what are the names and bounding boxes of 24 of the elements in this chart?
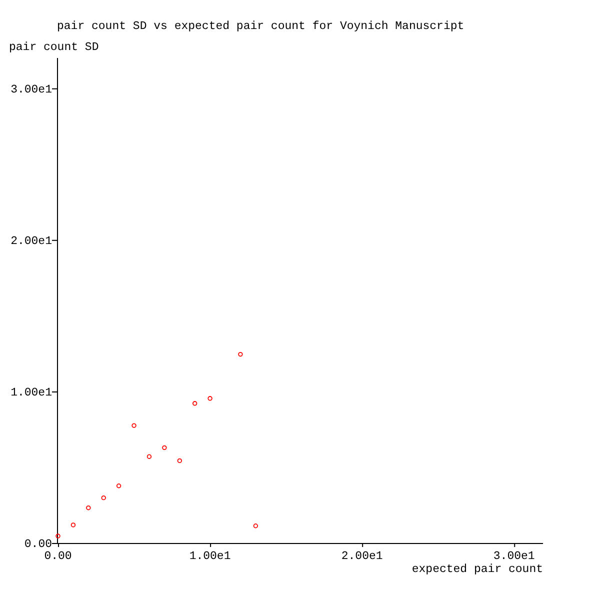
x-tick-label: 0.00 xyxy=(44,550,72,563)
x-tick-label: 3.00e1 xyxy=(493,550,535,563)
y-tick-label: 3.00e1 xyxy=(10,83,52,96)
y-axis-title: pair count SD xyxy=(9,41,99,54)
point xyxy=(192,401,198,406)
point xyxy=(162,445,167,450)
point xyxy=(132,423,136,428)
x-axis-title: expected pair count xyxy=(412,563,543,576)
point xyxy=(177,458,182,464)
y-tick-label: 0.00 xyxy=(24,538,52,551)
point xyxy=(56,534,60,538)
point xyxy=(238,352,243,357)
point xyxy=(101,495,106,500)
point xyxy=(208,396,212,401)
point xyxy=(70,522,76,528)
x-tick-label: 2.00e1 xyxy=(341,550,383,563)
point xyxy=(86,505,91,510)
point xyxy=(253,524,258,528)
x-tick-label: 1.00e1 xyxy=(189,550,231,563)
point xyxy=(146,454,152,459)
chart-title: pair count SD vs expected pair count for Voynich Manuscript xyxy=(57,20,464,33)
point xyxy=(116,484,122,488)
y-tick-label: 2.00e1 xyxy=(10,234,52,248)
y-tick-label: 1.00e1 xyxy=(10,386,52,400)
